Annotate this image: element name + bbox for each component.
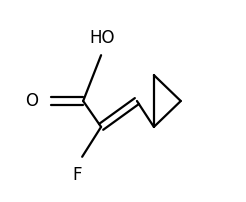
Text: O: O xyxy=(25,92,38,110)
Text: HO: HO xyxy=(89,29,115,47)
Text: F: F xyxy=(72,166,81,184)
